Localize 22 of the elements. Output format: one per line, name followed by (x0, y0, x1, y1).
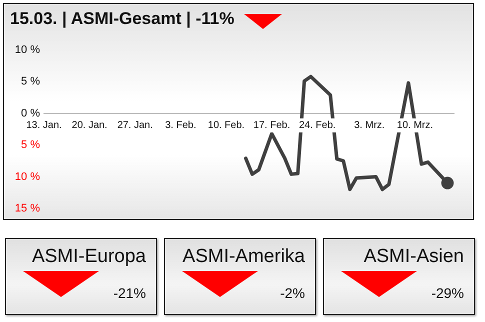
text: ASMI-Europa (32, 246, 146, 268)
y-tick-label: 0 % (21, 107, 40, 120)
x-tick-label: 17. Feb. (253, 120, 290, 132)
y-tick-label: 5 % (21, 139, 40, 152)
text: ASMI-Amerika (182, 246, 305, 268)
x-tick-label: 20. Jan. (72, 120, 108, 132)
chart-title: 15.03. | ASMI-Gesamt | -11% (10, 9, 234, 29)
x-tick-label: 3. Mrz. (354, 120, 385, 132)
x-tick-label: 10. Mrz. (396, 120, 434, 132)
y-tick-label: 10 % (14, 44, 40, 56)
text: ASMI-Asien (364, 246, 464, 268)
y-tick-label: 15 % (14, 202, 40, 214)
x-tick-label: 13. Jan. (26, 120, 62, 132)
text: -21% (113, 285, 146, 301)
x-tick-label: 3. Feb. (165, 120, 196, 132)
text: -2% (280, 285, 305, 301)
x-tick-label: 24. Feb. (298, 120, 336, 132)
y-tick-label: 5 % (21, 76, 40, 88)
x-tick-label: 10. Feb. (208, 120, 245, 132)
text: -29% (431, 285, 464, 301)
x-tick-label: 27. Jan. (117, 120, 153, 132)
y-tick-label: 10 % (14, 170, 40, 183)
